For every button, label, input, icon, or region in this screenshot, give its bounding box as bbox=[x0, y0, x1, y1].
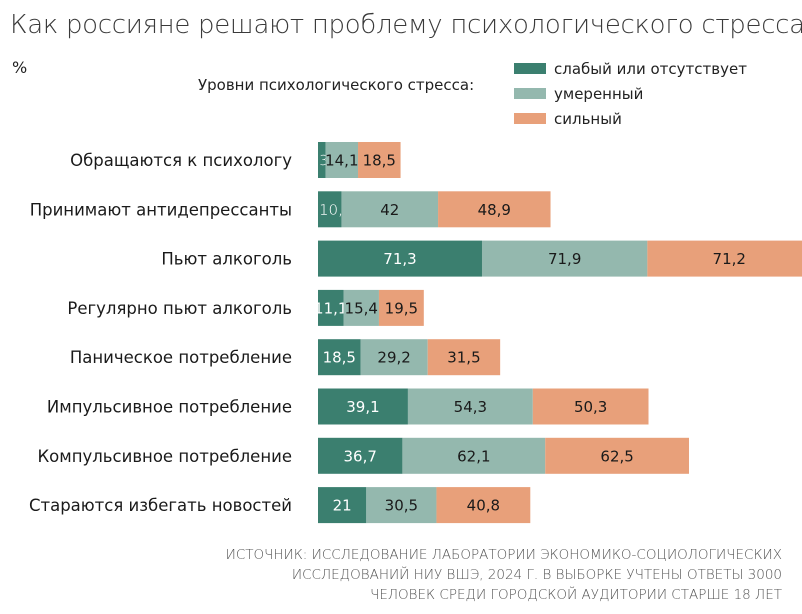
category-label: Обращаются к психологу bbox=[70, 151, 292, 170]
legend-item-strong: сильный bbox=[514, 106, 747, 131]
legend-label: слабый или отсутствует bbox=[554, 59, 747, 78]
data-label: 50,3 bbox=[574, 398, 607, 416]
source-line: ИСТОЧНИК: ИССЛЕДОВАНИЕ ЛАБОРАТОРИИ ЭКОНО… bbox=[225, 547, 782, 563]
data-label: 62,5 bbox=[600, 447, 633, 465]
legend-swatch bbox=[514, 88, 546, 99]
bar-segment-strong bbox=[378, 289, 424, 326]
legend-swatch bbox=[514, 113, 546, 124]
bar-segment-weak bbox=[318, 339, 361, 376]
legend-item-weak: слабый или отсутствует bbox=[514, 56, 747, 81]
bar-segment-moderate bbox=[325, 142, 359, 178]
bar-segment-strong bbox=[545, 437, 689, 474]
category-label: Пьют алкоголь bbox=[161, 250, 292, 269]
bar-segment-moderate bbox=[481, 240, 648, 277]
bar-segment-moderate bbox=[407, 388, 533, 425]
bar-segment-weak bbox=[318, 487, 367, 524]
category-label: Компульсивное потребление bbox=[37, 447, 292, 466]
data-label: 42 bbox=[380, 201, 399, 219]
unit-label: % bbox=[12, 58, 28, 77]
bar-chart: Обращаются к психологу3,314,118,5Принима… bbox=[29, 142, 802, 524]
chart-title: Как россияне решают проблему психологиче… bbox=[10, 10, 802, 40]
data-label: 71,9 bbox=[548, 250, 581, 268]
bar-segment-weak bbox=[318, 191, 342, 228]
data-label: 18,5 bbox=[363, 152, 396, 170]
bar-segment-strong bbox=[532, 388, 649, 425]
bar-segment-strong bbox=[358, 142, 401, 178]
data-label: 36,7 bbox=[344, 447, 377, 465]
data-label: 39,1 bbox=[346, 398, 379, 416]
data-label: 30,5 bbox=[385, 497, 418, 515]
data-label: 14,1 bbox=[325, 152, 358, 170]
data-label: 19,5 bbox=[385, 299, 418, 317]
source-note: ИСТОЧНИК: ИССЛЕДОВАНИЕ ЛАБОРАТОРИИ ЭКОНО… bbox=[226, 545, 782, 605]
data-label: 62,1 bbox=[457, 447, 490, 465]
bar-segment-weak bbox=[318, 240, 482, 277]
bar-segment-strong bbox=[647, 240, 802, 277]
bar-segment-strong bbox=[438, 191, 551, 228]
bar-segment-weak bbox=[318, 142, 326, 178]
category-label: Принимают антидепрессанты bbox=[30, 200, 292, 219]
data-label: 40,8 bbox=[467, 497, 500, 515]
bar-segment-moderate bbox=[343, 289, 379, 326]
source-line: ЧЕЛОВЕК СРЕДИ ГОРОДСКОЙ АУДИТОРИИ СТАРШЕ… bbox=[370, 587, 782, 603]
data-label: 29,2 bbox=[377, 349, 410, 367]
bar-segment-weak bbox=[318, 289, 344, 326]
category-label: Регулярно пьют алкоголь bbox=[67, 299, 292, 318]
bar-segment-moderate bbox=[366, 487, 437, 524]
bar-segment-weak bbox=[318, 437, 403, 474]
category-label: Паническое потребление bbox=[70, 348, 292, 367]
bar-segment-moderate bbox=[402, 437, 546, 474]
data-label: 21 bbox=[333, 497, 352, 515]
data-label: 48,9 bbox=[478, 201, 511, 219]
data-label: 71,3 bbox=[383, 250, 416, 268]
data-label: 71,2 bbox=[713, 250, 746, 268]
bar-segment-strong bbox=[436, 487, 531, 524]
source-line: ИССЛЕДОВАНИЙ НИУ ВШЭ, 2024 Г. В ВЫБОРКЕ … bbox=[291, 567, 782, 583]
data-label: 54,3 bbox=[454, 398, 487, 416]
category-label: Стараются избегать новостей bbox=[29, 496, 292, 515]
data-label: 15,4 bbox=[345, 299, 378, 317]
bar-segment-weak bbox=[318, 388, 408, 425]
data-label: 18,5 bbox=[323, 349, 356, 367]
legend-title: Уровни психологического стресса: bbox=[198, 76, 475, 94]
legend: слабый или отсутствует умеренный сильный bbox=[514, 56, 747, 131]
legend-swatch bbox=[514, 63, 546, 74]
legend-item-moderate: умеренный bbox=[514, 81, 747, 106]
bar-segment-strong bbox=[427, 339, 501, 376]
category-label: Импульсивное потребление bbox=[47, 398, 292, 417]
legend-label: сильный bbox=[554, 109, 622, 128]
legend-label: умеренный bbox=[554, 84, 644, 103]
bar-segment-moderate bbox=[341, 191, 439, 228]
data-label: 11,1 bbox=[314, 299, 347, 317]
bar-segment-moderate bbox=[360, 339, 428, 376]
data-label: 31,5 bbox=[447, 349, 480, 367]
